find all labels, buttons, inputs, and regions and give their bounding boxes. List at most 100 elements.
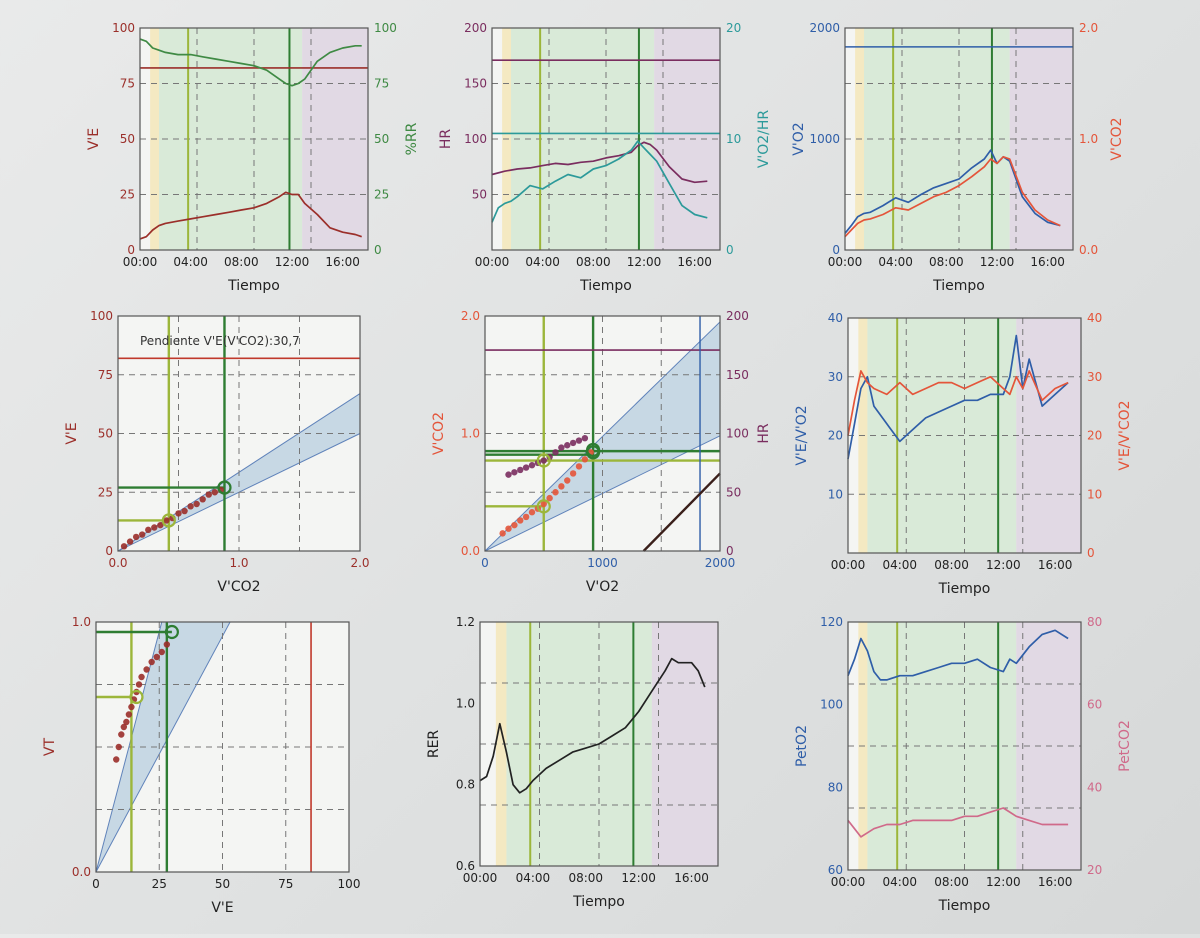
x-tick-label: 25	[152, 877, 167, 891]
x-axis-label: V'O2	[586, 579, 619, 595]
data-point-2-4	[522, 464, 530, 471]
series-line-2	[139, 38, 362, 87]
y2-tick-label: 10	[726, 132, 741, 146]
phase-band-recovery	[1009, 28, 1073, 250]
x-tick-label: 00:00	[475, 255, 510, 269]
y-axis-label: V'E	[86, 128, 102, 150]
y-tick-label: 1.0	[72, 615, 91, 629]
data-point-1-10	[175, 510, 182, 517]
y-axis-label: V'CO2	[431, 412, 447, 455]
series-line-1	[491, 141, 708, 184]
data-point-2-5	[528, 462, 536, 469]
y-tick-label: 50	[120, 132, 135, 146]
x-tick-label: 75	[278, 877, 293, 891]
y2-tick-label: 40	[1087, 311, 1102, 325]
y2-tick-label: 0	[726, 544, 734, 558]
y-tick-label: 0.0	[461, 544, 480, 558]
y2-axis-label: HR	[756, 423, 772, 444]
x-tick-label: 0	[92, 877, 100, 891]
data-point-1-10	[135, 681, 143, 688]
series-line-2	[847, 370, 1069, 436]
data-point-1-14	[575, 463, 583, 470]
y-tick-label: 2.0	[461, 309, 480, 323]
y2-axis-label: V'O2/HR	[756, 110, 772, 169]
data-point-1-3	[132, 533, 140, 541]
series-line-1	[139, 191, 362, 240]
data-point-2-11	[564, 442, 571, 449]
x-tick-label: 0.0	[108, 556, 127, 570]
slope-annotation: Pendiente V'E(V'CO2):30,7	[140, 334, 300, 348]
x-axis-label: Tiempo	[572, 894, 625, 910]
data-point-1-3	[118, 731, 125, 738]
phase-band-recovery	[654, 28, 720, 250]
data-point-1-16	[163, 641, 171, 648]
data-point-1-7	[128, 703, 135, 711]
y-tick-label: 25	[98, 485, 113, 499]
y2-tick-label: 30	[1087, 370, 1102, 384]
chart-panel-7: 0.0 1.0 0 25 50 75 100 V'E VT	[42, 615, 360, 916]
data-point-1-2	[505, 525, 512, 532]
chart-panel-8: 0.6 0.8 1.0 1.2 00:00 04:00 08:00 12:00 16:00 Tie…	[426, 615, 719, 910]
y-tick-label: 1.2	[456, 615, 475, 629]
y2-tick-label: 20	[1087, 863, 1102, 877]
data-point-2-12	[569, 439, 577, 447]
data-point-1-4	[517, 517, 524, 524]
data-point-1-8	[540, 500, 547, 508]
y2-tick-label: 0.0	[1079, 243, 1098, 257]
plot-frame	[117, 315, 361, 552]
x-tick-label: 50	[215, 877, 230, 891]
x-tick-label: 00:00	[123, 255, 158, 269]
data-point-1-6	[151, 524, 158, 531]
x-tick-label: 1000	[587, 556, 618, 570]
data-point-1-15	[581, 456, 589, 463]
chart-panel-4: 0 25 50 75 100 0.0 1.0 2.0 V'CO2 V'E Pendiente V'E…	[64, 309, 370, 595]
y2-tick-label: 50	[726, 485, 741, 499]
series-line-1	[479, 657, 706, 794]
y-tick-label: 0	[127, 243, 135, 257]
plot-frame	[847, 621, 1082, 871]
data-point-1-3	[511, 521, 518, 529]
x-tick-label: 08:00	[576, 255, 611, 269]
data-point-1-4	[139, 531, 146, 538]
x-axis-label: Tiempo	[227, 278, 280, 294]
series-line-1	[844, 149, 1061, 234]
data-point-1-1	[120, 543, 128, 550]
data-point-1-15	[205, 491, 212, 498]
y-tick-label: 10	[828, 487, 843, 501]
x-axis-label: Tiempo	[938, 898, 991, 914]
y-tick-label: 20	[828, 429, 843, 443]
threshold-marker-threshold2	[585, 442, 601, 458]
chart-panel-9: 60 80 100 120 20 40 60 80 00:00 04:00 08:00 12:00 16…	[794, 615, 1133, 914]
x-axis-label: Tiempo	[579, 278, 632, 294]
x-tick-label: 1.0	[229, 556, 248, 570]
x-tick-label: 04:00	[516, 871, 551, 885]
data-point-1-2	[115, 743, 122, 751]
data-point-1-13	[148, 658, 155, 666]
data-point-2-2	[511, 469, 518, 476]
data-point-1-4	[120, 723, 128, 731]
y-tick-label: 75	[120, 77, 135, 91]
y2-tick-label: 1.0	[1079, 132, 1098, 146]
data-point-1-14	[199, 496, 206, 503]
data-point-2-7	[540, 457, 547, 464]
data-point-1-11	[558, 483, 565, 490]
y-tick-label: 100	[464, 132, 487, 146]
data-point-1-12	[564, 477, 571, 484]
data-point-1-2	[126, 538, 134, 545]
y2-tick-label: 20	[726, 21, 741, 35]
x-tick-label: 08:00	[929, 255, 964, 269]
y-tick-label: 80	[828, 780, 843, 794]
data-point-2-10	[558, 444, 565, 451]
plot-frame	[479, 621, 719, 867]
y-tick-label: 50	[472, 188, 487, 202]
x-tick-label: 2000	[705, 556, 736, 570]
data-point-1-13	[569, 470, 577, 477]
x-tick-label: 12:00	[980, 255, 1015, 269]
x-tick-label: 08:00	[568, 871, 603, 885]
y-tick-label: 150	[464, 77, 487, 91]
y-tick-label: 75	[98, 368, 113, 382]
data-point-1-5	[145, 526, 152, 534]
